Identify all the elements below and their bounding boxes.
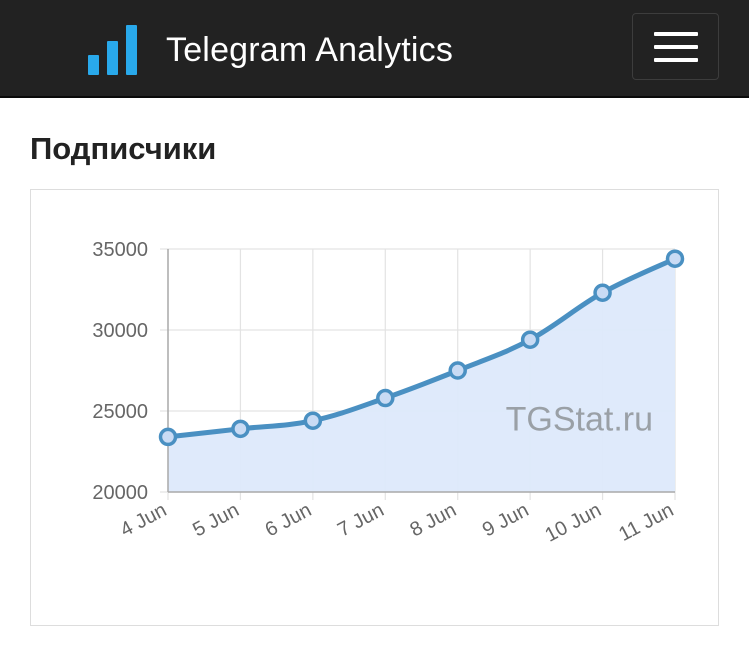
data-point[interactable] [231,419,250,439]
y-axis-labels: 20000 25000 30000 35000 [92,239,148,504]
data-point[interactable] [303,411,323,430]
x-tick-label: 9 Jun [479,499,533,541]
subscribers-chart-panel: TGStat.ru 20000 25000 30000 35000 4 Jun 5 Ju… [30,189,719,626]
subscribers-chart: TGStat.ru 20000 25000 30000 35000 4 Jun 5 Ju… [92,239,685,547]
x-tick-label: 7 Jun [334,499,388,541]
x-tick-label: 6 Jun [262,499,316,541]
data-point[interactable] [520,330,540,349]
y-tick-label: 35000 [92,239,148,261]
data-point[interactable] [448,361,467,380]
x-tick-label: 8 Jun [407,499,461,541]
data-point[interactable] [665,249,685,268]
bar-chart-icon [88,25,137,75]
data-point[interactable] [158,427,178,447]
section-title: Подписчики [30,131,217,166]
y-tick-label: 25000 [92,401,148,423]
chart-axes [167,249,675,493]
y-tick-label: 30000 [92,320,148,342]
series-points [158,249,685,447]
x-tick-label: 4 Jun [117,499,171,541]
watermark-text: TGStat.ru [506,400,653,438]
menu-toggle-button[interactable] [632,13,719,80]
data-point[interactable] [593,283,612,302]
x-axis-labels: 4 Jun 5 Jun 6 Jun 7 Jun 8 Jun 9 Jun 10 Jun 11 J… [117,499,678,547]
x-tick-label: 11 Jun [615,499,677,546]
chart-area-fill [168,258,675,492]
y-tick-label: 20000 [92,482,148,504]
brand-name: Telegram Analytics [166,30,454,69]
x-tick-label: 10 Jun [542,499,605,547]
top-navbar: Telegram Analytics [0,0,749,98]
data-point[interactable] [376,388,395,408]
x-tick-label: 5 Jun [189,499,243,541]
brand-link[interactable]: Telegram Analytics [88,24,453,76]
